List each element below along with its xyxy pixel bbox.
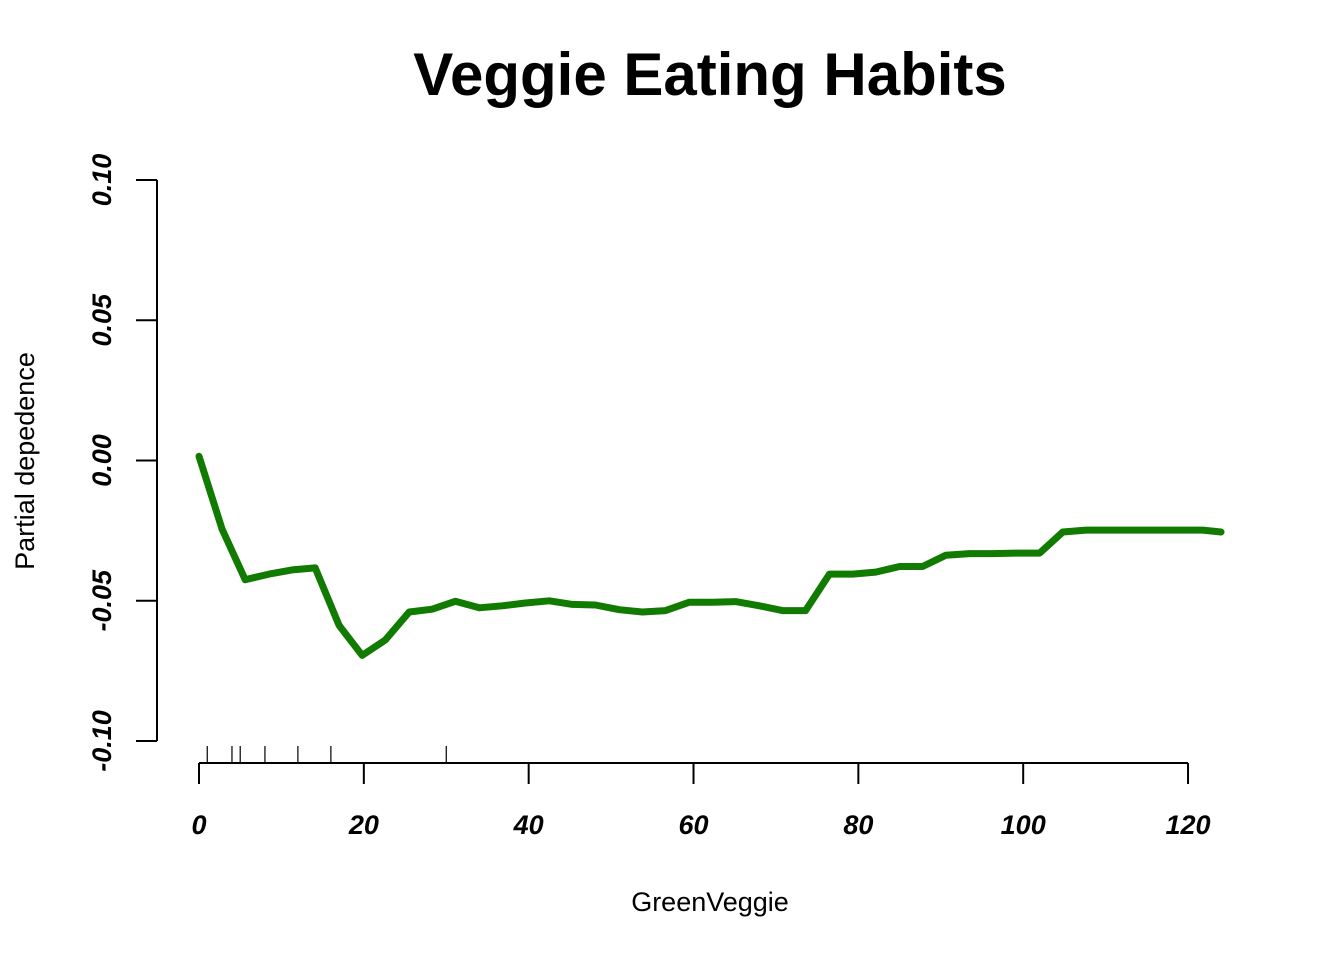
x-tick-label: 100 <box>1001 810 1046 840</box>
x-tick-label: 20 <box>348 810 379 840</box>
y-tick-label: -0.05 <box>87 569 117 632</box>
series-line <box>195 452 1225 659</box>
x-axis-label: GreenVeggie <box>631 887 789 917</box>
x-tick-label: 0 <box>191 810 206 840</box>
chart-title: Veggie Eating Habits <box>413 41 1006 108</box>
x-tick-label: 120 <box>1166 810 1211 840</box>
rug-marks <box>206 746 447 763</box>
x-tick-label: 80 <box>843 810 873 840</box>
x-tick-label: 40 <box>513 810 544 840</box>
y-axis-label: Partial depedence <box>10 352 40 570</box>
y-tick-label: 0.05 <box>87 293 117 347</box>
y-tick-label: 0.10 <box>87 154 117 207</box>
y-tick-label: 0.00 <box>87 434 117 487</box>
plot-area <box>195 452 1225 659</box>
x-axis: 0 20 40 60 80 100 120 <box>191 762 1211 840</box>
y-tick-label: -0.10 <box>87 710 117 772</box>
y-axis: -0.10 -0.05 0.00 0.05 0.10 <box>87 154 158 772</box>
x-tick-label: 60 <box>678 810 708 840</box>
